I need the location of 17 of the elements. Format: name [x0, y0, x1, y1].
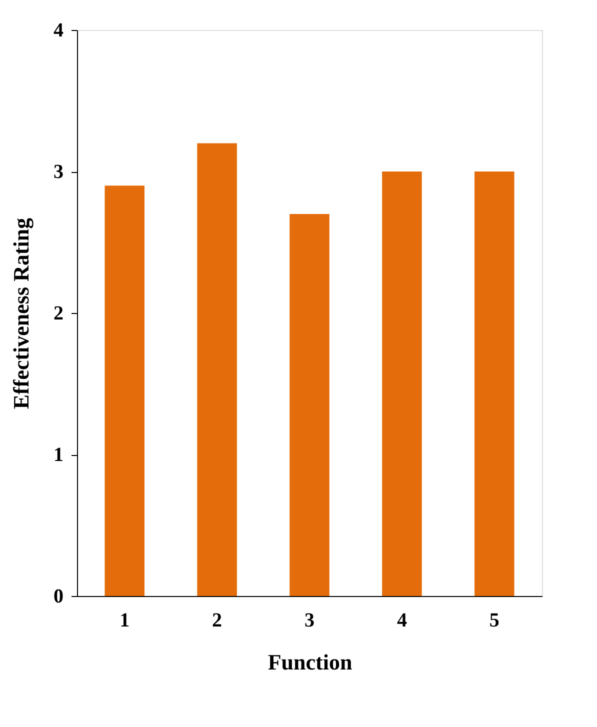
- bar: [104, 186, 144, 596]
- y-tick-label: 3: [54, 161, 64, 183]
- x-tick-label: 5: [489, 610, 500, 632]
- bar: [382, 172, 422, 596]
- x-tick-label: 4: [396, 610, 407, 632]
- y-tick-label: 0: [54, 586, 64, 608]
- bar: [197, 143, 237, 596]
- y-tick-label: 4: [54, 20, 64, 42]
- x-tick-label: 1: [120, 610, 130, 632]
- x-tick-label: 3: [304, 610, 314, 632]
- y-axis-title: Effectiveness Rating: [8, 218, 34, 410]
- y-tick-label: 2: [54, 302, 64, 324]
- x-axis-title: Function: [268, 650, 352, 674]
- y-tick-label: 1: [54, 444, 64, 466]
- bar: [474, 172, 514, 596]
- x-tick-label: 2: [212, 610, 222, 632]
- bar: [290, 214, 330, 596]
